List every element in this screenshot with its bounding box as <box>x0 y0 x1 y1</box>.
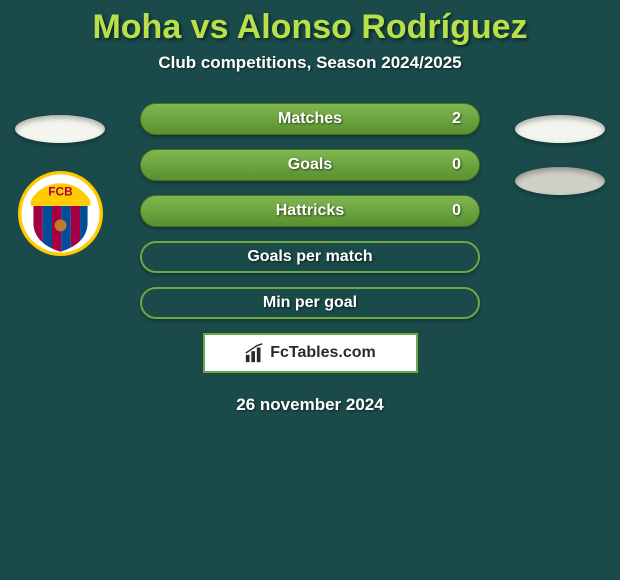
stat-label: Goals <box>288 156 332 174</box>
brand-text: FcTables.com <box>270 344 376 362</box>
club-logo-icon: FCB <box>18 171 103 256</box>
player-right-badge-2 <box>515 167 605 195</box>
stat-row-goals-per-match: Goals per match <box>140 241 480 273</box>
stats-area: FCB Matches 2 Goals 0 <box>0 103 620 415</box>
stat-label: Goals per match <box>247 248 372 266</box>
stat-row-matches: Matches 2 <box>140 103 480 135</box>
stat-value: 0 <box>452 202 461 220</box>
stat-row-goals: Goals 0 <box>140 149 480 181</box>
chart-bars-icon <box>244 342 266 364</box>
comparison-card: Moha vs Alonso Rodríguez Club competitio… <box>0 0 620 415</box>
generated-date: 26 november 2024 <box>0 373 620 415</box>
player-left-badge <box>15 115 105 143</box>
stat-value: 0 <box>452 156 461 174</box>
subtitle: Club competitions, Season 2024/2025 <box>0 53 620 103</box>
page-title: Moha vs Alonso Rodríguez <box>0 0 620 53</box>
stat-label: Matches <box>278 110 342 128</box>
player-right-badge-1 <box>515 115 605 143</box>
stat-label: Hattricks <box>276 202 344 220</box>
stat-value: 2 <box>452 110 461 128</box>
stat-row-min-per-goal: Min per goal <box>140 287 480 319</box>
stat-row-hattricks: Hattricks 0 <box>140 195 480 227</box>
svg-text:FCB: FCB <box>48 185 73 199</box>
stat-label: Min per goal <box>263 294 357 312</box>
brand-attribution: FcTables.com <box>203 333 418 373</box>
